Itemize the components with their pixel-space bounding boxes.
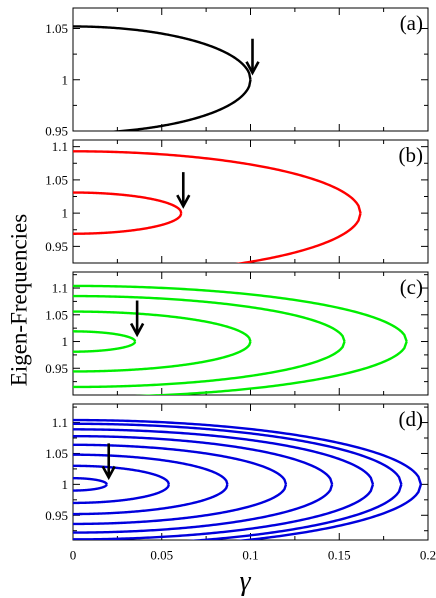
branch-lower (73, 484, 229, 516)
panel-a: 0.95 1 1.05 (a) (45, 7, 429, 139)
branch-upper (73, 428, 375, 485)
branch-lower (73, 483, 108, 492)
y-tick-label: 1 (62, 477, 69, 492)
x-tick-label: 0.1 (242, 548, 258, 563)
y-tick-label: 1 (62, 72, 69, 87)
branch-lower (235, 483, 423, 540)
branch-lower (73, 341, 137, 353)
y-tick-label: 0.95 (45, 508, 68, 523)
y-tick-label: 0.95 (45, 239, 68, 254)
branch-lower (186, 483, 403, 540)
branch-upper (73, 284, 408, 342)
y-tick-label: 1 (62, 206, 69, 221)
x-tick-label: 0.2 (420, 548, 436, 563)
branch-upper (73, 476, 108, 485)
branch-upper (73, 453, 229, 485)
panel-frame (72, 139, 429, 264)
branch-upper (73, 330, 137, 342)
branch-lower (73, 341, 252, 373)
branch-upper (73, 25, 252, 80)
y-tick-label: 1.1 (52, 139, 68, 154)
y-tick-label: 0.95 (45, 361, 68, 376)
branch-lower (235, 212, 362, 263)
y-tick-label: 1.05 (45, 172, 68, 187)
x-axis-title: γ (239, 566, 251, 597)
arrow-head (129, 322, 145, 338)
y-tick-label: 0.95 (45, 124, 68, 139)
branch-upper (73, 150, 362, 214)
x-tick-label: 0.15 (328, 548, 351, 563)
branch-upper (73, 294, 346, 342)
branch-upper (73, 310, 252, 342)
panel-c: 0.95 1 1.05 1.1 (c) (45, 271, 429, 396)
branch-lower (73, 341, 346, 389)
arrow-head (176, 194, 191, 209)
x-tick-label: 0.05 (150, 548, 173, 563)
arrow-head (101, 465, 116, 481)
y-tick-label: 1.05 (45, 307, 68, 322)
panel-label: (d) (399, 407, 424, 431)
y-tick-label: 1 (62, 334, 69, 349)
panel-d: 0.95 1 1.05 1.1 0 0.05 0.1 0.15 0.2 (d) (45, 403, 436, 563)
branch-lower (73, 212, 183, 235)
branch-upper (73, 422, 403, 485)
branch-lower (73, 483, 334, 534)
panel-label: (a) (400, 11, 423, 35)
panel-b: 0.95 1 1.05 1.1 (b) (45, 139, 429, 264)
panel-label: (b) (399, 143, 424, 167)
branch-upper (73, 464, 170, 485)
branch-lower (73, 484, 170, 505)
branch-upper (73, 191, 183, 214)
branch-upper (73, 434, 334, 485)
y-tick-label: 1.1 (52, 281, 68, 296)
y-tick-label: 1.1 (52, 415, 68, 430)
branch-lower (104, 79, 252, 131)
panel-label: (c) (400, 275, 423, 299)
y-tick-label: 1.05 (45, 446, 68, 461)
arrow-head (245, 61, 260, 76)
branch-upper (73, 418, 423, 485)
y-tick-label: 1.05 (45, 21, 68, 36)
x-tick-label: 0 (70, 548, 77, 563)
branch-lower (134, 341, 408, 395)
branch-lower (73, 483, 288, 526)
branch-lower (73, 483, 375, 540)
y-axis-title: Eigen-Frequencies (6, 214, 31, 386)
